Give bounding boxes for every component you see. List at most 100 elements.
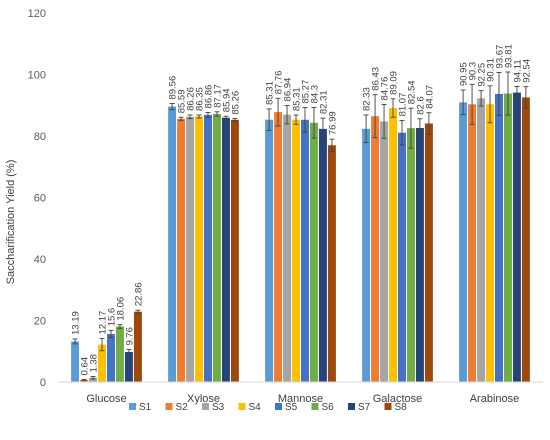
bar-s8 [424,123,433,383]
y-axis-title: Saccharification Yield (%) [5,160,17,285]
y-tick-label: 20 [34,316,46,328]
legend-swatch [165,403,173,410]
legend-label: S5 [285,402,298,413]
bar-s5 [398,132,406,382]
category-label: Mannose [278,393,323,405]
bar-s7 [124,351,133,382]
y-tick-label: 60 [34,193,46,205]
bar-s6 [309,122,318,382]
error-bar [117,324,123,329]
data-label: 82.54 [406,80,417,104]
category-label: Glucose [86,393,126,405]
bar-s1 [362,128,371,382]
data-label: 85.31 [292,87,303,111]
error-bar [293,114,299,125]
error-bar [275,97,281,127]
bar-s3 [380,121,389,382]
bar-s2 [371,116,380,382]
data-label: 22.86 [133,282,144,306]
data-label: 84.76 [380,77,391,101]
legend-label: S3 [212,402,225,413]
error-bar [514,86,520,100]
data-label: 85.59 [177,89,188,113]
bar-s1 [71,341,80,382]
error-bar [302,107,308,133]
data-label: 82.6 [415,96,426,115]
data-label: 82.33 [362,87,373,111]
bar-s6 [115,326,124,382]
bar-s3 [186,116,195,383]
bars [71,92,530,383]
error-bar [99,337,105,352]
legend-label: S4 [249,402,262,413]
legend-item-s8: S8 [384,402,407,413]
data-label: 84.07 [424,85,435,109]
error-bar [135,309,141,314]
bar-s4 [292,119,300,382]
error-bar [487,85,493,124]
error-bar [214,111,220,117]
error-bar [72,338,78,345]
error-bar [372,94,378,139]
y-tick-label: 80 [34,131,46,143]
data-label: 1.38 [89,354,100,373]
data-label: 92.54 [521,59,532,83]
legend-swatch [238,403,246,410]
error-bar [90,376,96,380]
error-bars [72,71,529,382]
data-label: 87.76 [274,71,285,95]
data-label: 90.95 [459,62,470,86]
bar-s7 [512,92,521,382]
error-bar [408,107,414,149]
legend-label: S2 [176,402,189,413]
error-bar [496,71,502,116]
bar-s5 [301,119,309,383]
legend-item-s6: S6 [311,402,334,413]
bar-s4 [195,116,203,382]
bar-s6 [212,113,221,383]
data-label: 87.17 [212,84,223,108]
bar-s5 [495,93,503,382]
error-bar [311,106,317,139]
error-bar [426,112,432,135]
error-bar [108,329,114,339]
data-label: 12.17 [98,311,109,335]
error-bar [187,114,193,120]
y-axis: 0 20 40 60 80 100 120 [28,8,46,389]
error-bar [523,86,529,109]
bar-s1 [459,102,468,383]
bar-s4 [486,104,494,382]
bar-s7 [318,128,327,382]
error-bar [232,118,238,122]
legend-swatch [311,403,319,410]
data-label: 85.31 [265,81,276,105]
error-bar [169,103,175,111]
bar-s4 [389,108,397,382]
data-label: 86.26 [186,87,197,111]
y-tick-label: 120 [28,8,46,20]
bar-s8 [521,97,530,382]
bar-s4 [98,344,106,382]
data-label: 15.6 [106,308,117,327]
error-bar [126,349,132,355]
data-label: 86.43 [371,67,382,91]
data-label: 86.94 [283,78,294,102]
error-bar [505,71,511,116]
legend-swatch [202,403,209,410]
legend-swatch [275,403,282,410]
bar-s8 [133,311,142,382]
error-bar [390,98,396,118]
bar-s1 [265,119,274,382]
bar-s1 [168,106,177,382]
error-bar [329,138,335,152]
data-label: 86.86 [203,85,214,109]
error-bar [460,89,466,116]
x-axis: Glucose Xylose Mannose Galactose Arabinose [86,393,519,405]
legend-swatch [384,403,392,410]
error-bar [81,378,87,382]
error-bar [284,104,290,125]
data-label: 85.27 [300,80,311,104]
data-label: 92.25 [477,63,488,87]
legend-swatch [348,403,355,410]
